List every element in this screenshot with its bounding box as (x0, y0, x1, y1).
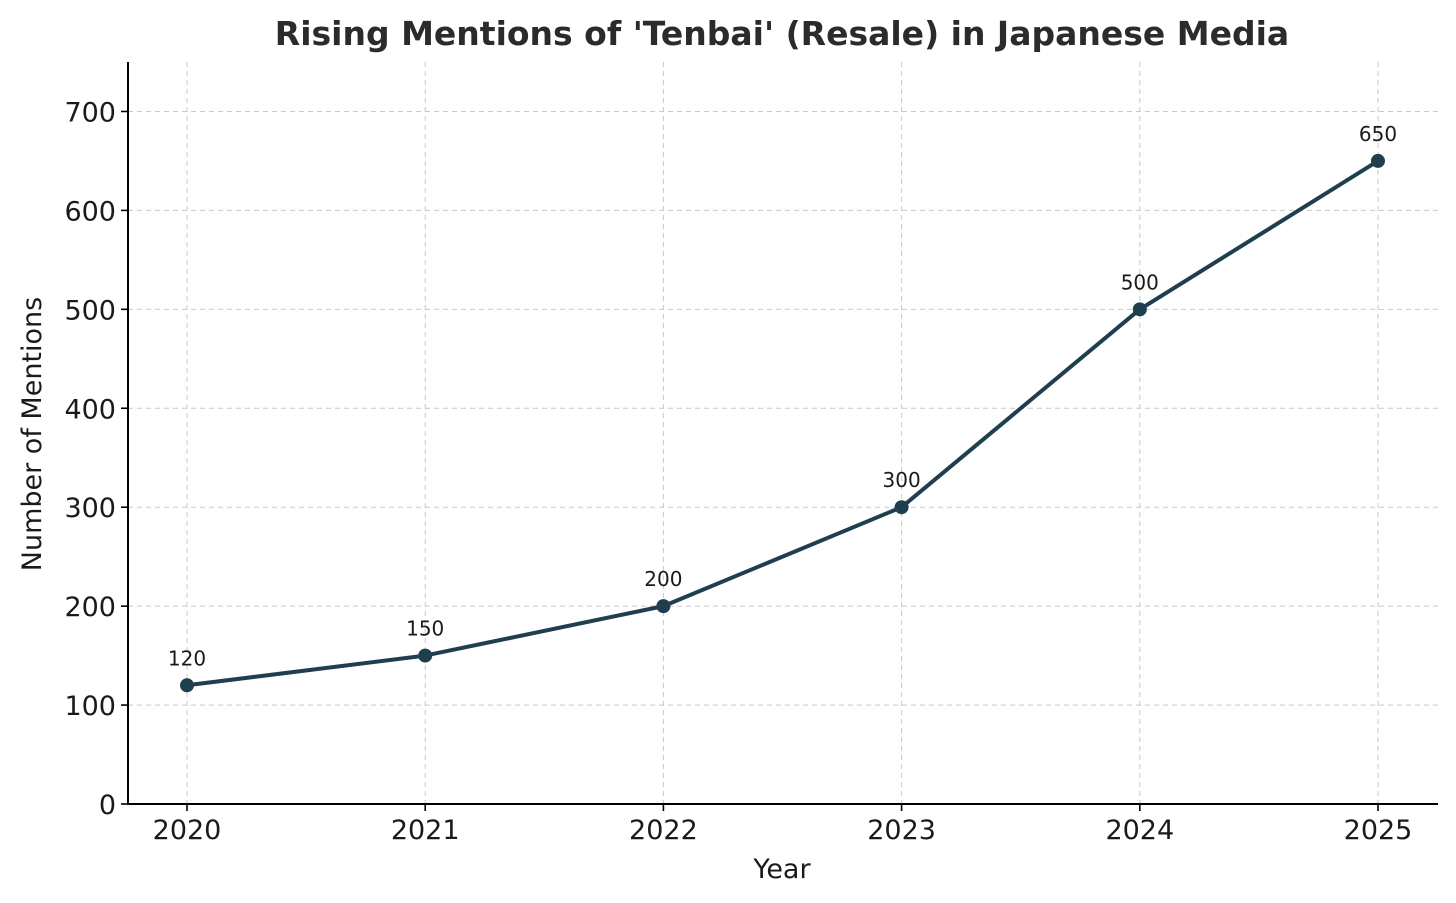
data-point-label: 150 (406, 617, 444, 641)
y-tick-label: 400 (64, 394, 116, 425)
x-tick-label: 2021 (391, 815, 460, 846)
data-point-marker (1371, 153, 1385, 168)
data-point-label: 120 (168, 646, 206, 670)
data-labels: 120 150 200 300 500 650 (168, 122, 1397, 670)
data-point-label: 300 (883, 468, 921, 492)
data-point-marker (656, 599, 671, 614)
data-point-marker (1132, 302, 1147, 317)
data-point-marker (418, 648, 433, 663)
y-tick-label: 300 (64, 493, 116, 524)
y-tick-label: 200 (64, 592, 116, 623)
x-tick-label: 2020 (153, 815, 222, 846)
data-point-label: 200 (644, 567, 682, 591)
grid (128, 62, 1438, 804)
y-tick-label: 100 (64, 691, 116, 722)
x-tick-label: 2022 (629, 815, 698, 846)
y-tick-label: 500 (64, 295, 116, 326)
series-plot (180, 153, 1385, 693)
y-axis-title: Number of Mentions (17, 297, 48, 571)
axes: 0 100 200 300 400 500 600 700 2020 2021 2022 2023 20… (64, 62, 1438, 846)
y-tick-label: 700 (64, 97, 116, 128)
x-tick-label: 2023 (867, 815, 936, 846)
data-point-label: 500 (1121, 270, 1159, 294)
y-tick-label: 0 (99, 790, 116, 821)
chart-title: Rising Mentions of 'Tenbai' (Resale) in … (275, 14, 1289, 53)
x-tick-label: 2024 (1105, 815, 1174, 846)
data-point-marker (894, 500, 909, 515)
series-line (185, 158, 1380, 688)
y-tick-label: 600 (64, 196, 116, 227)
data-point-label: 650 (1359, 122, 1397, 146)
data-point-marker (180, 678, 194, 693)
x-axis-title: Year (752, 854, 811, 885)
x-tick-label: 2025 (1344, 815, 1413, 846)
